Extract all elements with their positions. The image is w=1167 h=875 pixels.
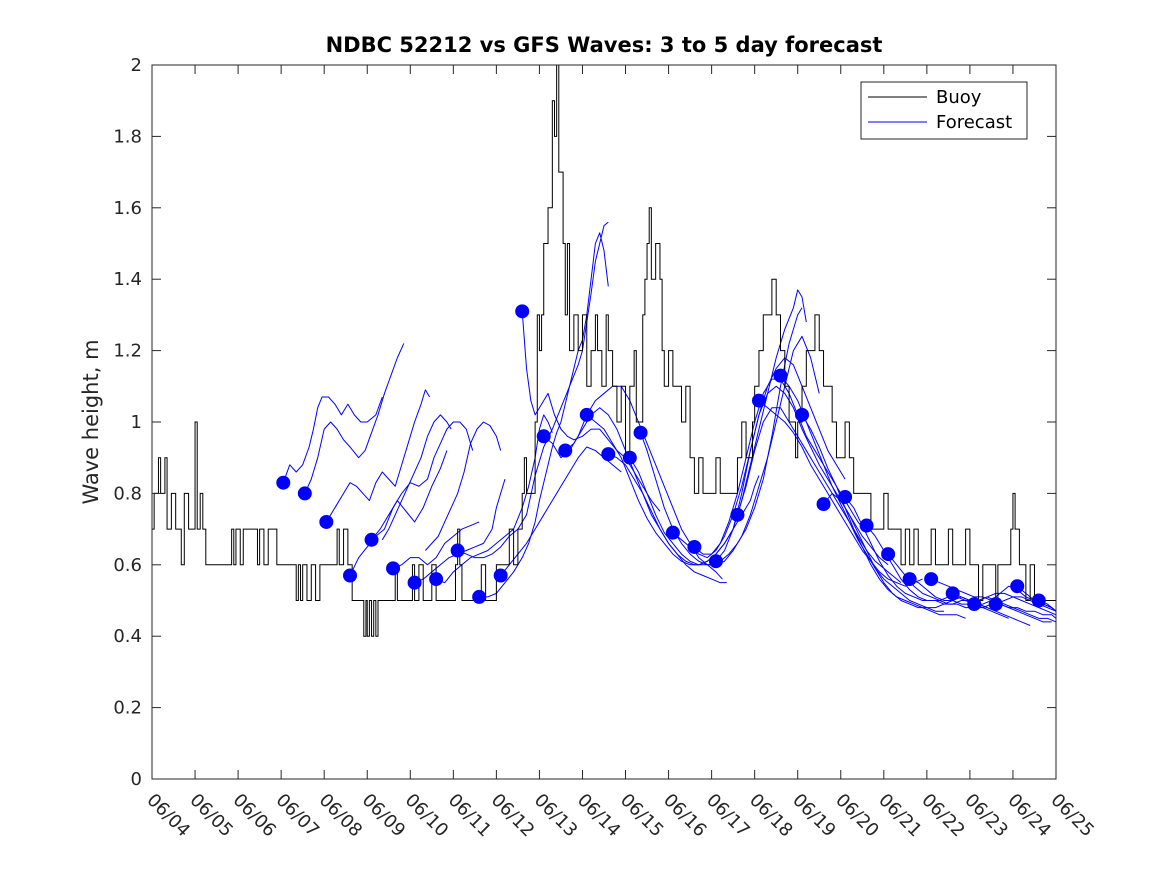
y-tick-label: 1.2 (113, 341, 142, 362)
forecast-marker (493, 568, 508, 583)
forecast-marker (364, 532, 379, 547)
forecast-marker (601, 447, 616, 462)
y-tick-label: 0.6 (113, 555, 142, 576)
forecast-marker (579, 407, 594, 422)
forecast-line (381, 414, 452, 541)
legend: Buoy Forecast (860, 81, 1028, 140)
forecast-marker (622, 450, 637, 465)
forecast-line (500, 446, 622, 576)
forecast-line (640, 335, 820, 566)
forecast-marker (708, 554, 723, 569)
forecast-line (736, 407, 902, 584)
forecast-marker (319, 514, 334, 529)
forecast-marker (276, 475, 291, 490)
buoy-line (152, 65, 1056, 637)
forecast-line (521, 311, 661, 512)
forecast-marker (665, 525, 680, 540)
forecast-marker (472, 589, 487, 604)
y-tick-label: 1.8 (113, 126, 142, 147)
y-axis-label: Wave height, m (79, 339, 103, 504)
legend-forecast-label: Forecast (936, 112, 1012, 133)
data-layer (152, 65, 1056, 637)
plot-area (152, 65, 1056, 779)
y-tick-label: 0 (131, 769, 142, 790)
forecast-line (629, 289, 807, 566)
y-tick-label: 1 (131, 412, 142, 433)
y-tick-label: 0.4 (113, 626, 142, 647)
y-tick-label: 1.4 (113, 269, 142, 290)
forecast-marker (902, 572, 917, 587)
forecast-marker (730, 507, 745, 522)
forecast-marker (967, 597, 982, 612)
forecast-line (304, 343, 405, 494)
forecast-marker (773, 368, 788, 383)
forecast-marker (450, 543, 465, 558)
forecast-marker (751, 393, 766, 408)
legend-buoy-label: Buoy (936, 87, 982, 108)
forecast-marker (838, 489, 853, 504)
forecast-marker (386, 561, 401, 576)
forecast-marker (407, 575, 422, 590)
forecast-marker (945, 586, 960, 601)
forecast-marker (924, 572, 939, 587)
forecast-marker (558, 443, 573, 458)
forecast-marker (795, 407, 810, 422)
forecast-marker (536, 429, 551, 444)
forecast-marker (429, 572, 444, 587)
forecast-marker (881, 547, 896, 562)
y-tick-label: 0.2 (113, 698, 142, 719)
legend-box (860, 81, 1028, 140)
forecast-line (715, 385, 889, 566)
forecast-marker (633, 425, 648, 440)
forecast-line (586, 414, 760, 566)
forecast-marker (343, 568, 358, 583)
forecast-line (424, 421, 502, 551)
forecast-line (435, 414, 553, 584)
y-tick-label: 1.6 (113, 198, 142, 219)
forecast-marker (816, 497, 831, 512)
y-tick-label: 0.8 (113, 483, 142, 504)
forecast-line (479, 232, 609, 598)
forecast-marker (988, 597, 1003, 612)
forecast-line (823, 492, 988, 609)
y-tick-label: 2 (131, 55, 142, 76)
forecast-marker (859, 518, 874, 533)
forecast-line (758, 400, 923, 587)
chart-title: NDBC 52212 vs GFS Waves: 3 to 5 day fore… (326, 33, 883, 57)
forecast-marker (1010, 579, 1025, 594)
forecast-line (282, 396, 383, 483)
forecast-marker (297, 486, 312, 501)
forecast-line (325, 389, 431, 523)
forecast-line (801, 414, 966, 619)
forecast-line (392, 521, 480, 569)
forecast-marker (515, 304, 530, 319)
forecast-marker (687, 539, 702, 554)
forecast-line (371, 450, 448, 541)
forecast-marker (1031, 593, 1046, 608)
